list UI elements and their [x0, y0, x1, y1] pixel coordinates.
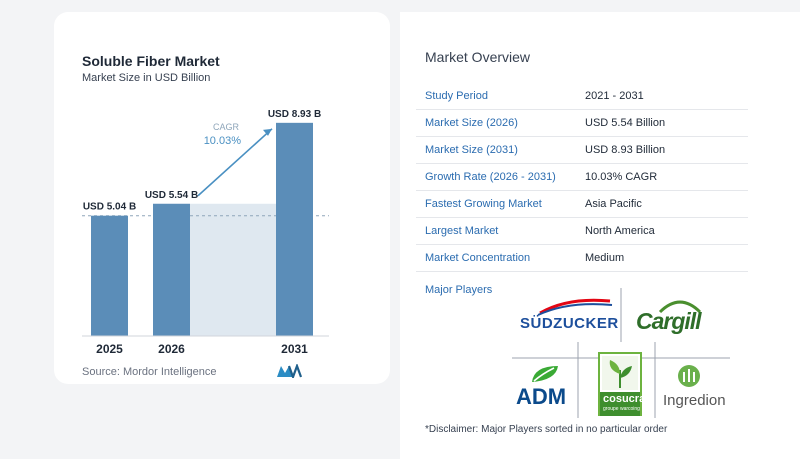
bar-value-label: USD 5.54 B [145, 190, 198, 201]
overview-row: Largest Market North America [416, 218, 748, 245]
overview-row: Market Size (2031) USD 8.93 Billion [416, 137, 748, 164]
cosucra-logo: cosucra groupe warcoing [598, 352, 646, 416]
cargill-wordmark: Cargill [636, 308, 702, 334]
overview-title: Market Overview [425, 49, 531, 65]
overview-row-label: Market Size (2031) [425, 144, 518, 156]
x-tick-label: 2025 [96, 342, 123, 356]
cargill-logo: Cargill [636, 298, 726, 344]
sudzucker-logo: SÜDZUCKER [520, 295, 619, 345]
mordor-logo-icon [277, 364, 302, 378]
source-note: Source: Mordor Intelligence [82, 366, 217, 378]
disclaimer-note: *Disclaimer: Major Players sorted in no … [425, 424, 668, 435]
overview-row-value: North America [585, 225, 655, 237]
overview-row: Study Period 2021 - 2031 [416, 83, 748, 110]
cagr-label: CAGR [213, 122, 240, 132]
bar-chart: USD 5.04 B 2025 USD 5.54 B 2026 USD 8.93 B 20… [82, 109, 329, 356]
bar-2025 [91, 215, 128, 336]
growth-shade [190, 203, 276, 336]
cagr-arrowhead-icon [263, 128, 272, 136]
overview-row-label: Market Concentration [425, 252, 531, 264]
overview-row: Fastest Growing Market Asia Pacific [416, 191, 748, 218]
overview-row-label: Fastest Growing Market [425, 198, 542, 210]
cagr-value: 10.03% [204, 135, 242, 147]
major-players-label: Major Players [425, 284, 493, 296]
overview-row-value: Asia Pacific [585, 198, 642, 210]
overview-table: Study Period 2021 - 2031 Market Size (202… [416, 83, 748, 272]
overview-row-value: 2021 - 2031 [585, 90, 644, 102]
x-tick-label: 2031 [281, 342, 308, 356]
chart-title: Soluble Fiber Market [82, 53, 220, 69]
overview-row-value: Medium [585, 252, 625, 264]
ingredion-logo: Ingredion [663, 364, 733, 416]
overview-row-value: USD 5.54 Billion [585, 117, 666, 129]
adm-logo: ADM [516, 364, 576, 420]
chart-card: Soluble Fiber Market Market Size in USD … [54, 12, 390, 384]
overview-row-label: Growth Rate (2026 - 2031) [425, 171, 556, 183]
sudzucker-wave-icon [537, 298, 613, 316]
overview-row-label: Market Size (2026) [425, 117, 518, 129]
adm-leaf-icon [532, 366, 558, 382]
bar-value-label: USD 8.93 B [268, 109, 321, 120]
sudzucker-wordmark: SÜDZUCKER [520, 315, 619, 332]
cosucra-wordmark: cosucra [603, 393, 646, 405]
ingredion-leaf-icon [678, 365, 700, 387]
overview-row-label: Study Period [425, 90, 488, 102]
cosucra-tagline: groupe warcoing [603, 406, 640, 412]
cosucra-plant-icon [602, 356, 638, 390]
overview-row: Market Size (2026) USD 5.54 Billion [416, 110, 748, 137]
market-overview-panel: Market Overview Study Period 2021 - 2031 … [400, 12, 800, 459]
cosucra-band [600, 392, 640, 416]
overview-row-value: 10.03% CAGR [585, 171, 658, 183]
cargill-leaf-icon [658, 300, 702, 314]
overview-row-label: Largest Market [425, 225, 499, 237]
overview-row: Market Concentration Medium [416, 245, 748, 272]
cagr-arrow-line [197, 128, 273, 197]
chart-subtitle: Market Size in USD Billion [82, 72, 211, 84]
adm-wordmark: ADM [516, 384, 567, 409]
bar-value-label: USD 5.04 B [83, 202, 136, 213]
overview-row-value: USD 8.93 Billion [585, 144, 666, 156]
x-tick-label: 2026 [158, 342, 185, 356]
overview-row: Growth Rate (2026 - 2031) 10.03% CAGR [416, 164, 748, 191]
bar-2026 [153, 203, 190, 336]
bar-2031 [276, 122, 313, 336]
ingredion-wordmark: Ingredion [663, 392, 726, 409]
